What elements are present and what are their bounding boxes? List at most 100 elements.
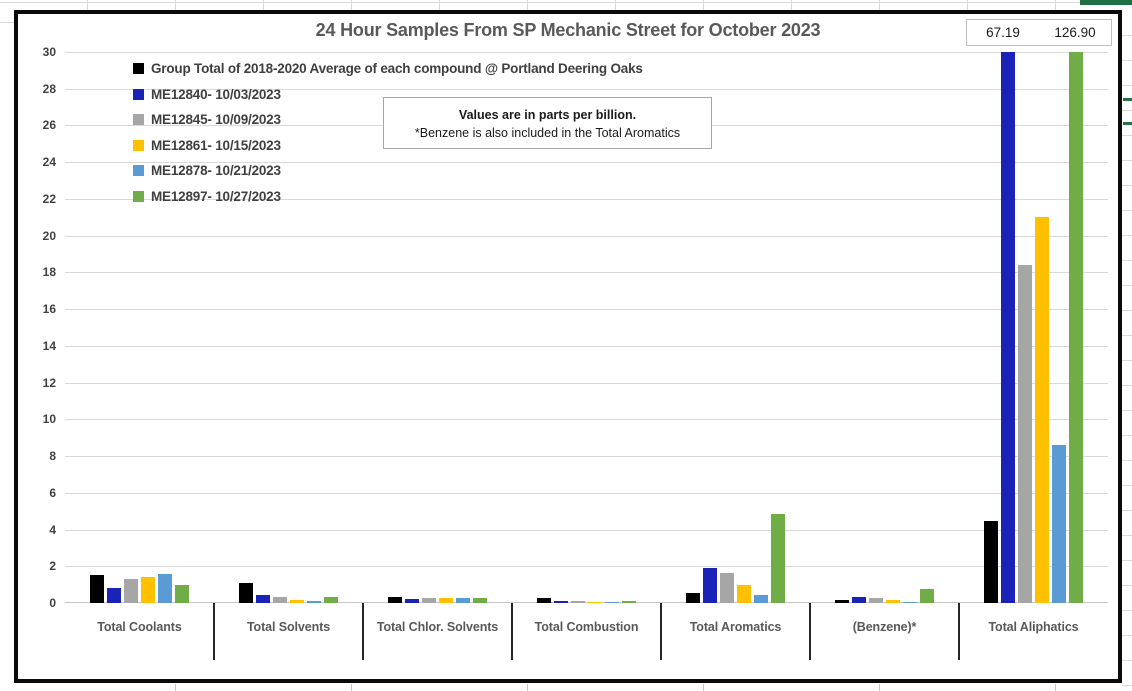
y-tick-label: 26 [42, 118, 56, 132]
legend-label: ME12840- 10/03/2023 [151, 86, 281, 102]
category-group-total-coolants [65, 52, 214, 603]
x-category-label-total-aromatics: Total Aromatics [689, 620, 782, 634]
sheet-gridlines-bottom [0, 684, 1122, 691]
bar-total-aromatics-me12861[interactable] [737, 585, 751, 603]
legend-swatch-icon [133, 88, 144, 100]
sheet-row-gridline-left [0, 22, 14, 23]
legend-item-me12878-10[interactable]: ME12878- 10/21/2023 [133, 158, 643, 184]
bar-benzene-me12897[interactable] [920, 589, 934, 603]
bar-total-solvents-me12897[interactable] [324, 597, 338, 603]
legend-item-me12845-10[interactable]: ME12845- 10/09/2023 [133, 107, 643, 133]
y-tick-label: 10 [42, 412, 56, 426]
bar-total-solvents-me12861[interactable] [290, 600, 304, 603]
sheet-green-mark [1123, 122, 1132, 125]
x-category-label-total-aliphatics: Total Aliphatics [988, 620, 1079, 634]
y-tick-label: 4 [49, 523, 56, 537]
legend-label: ME12861- 10/15/2023 [151, 137, 281, 153]
category-group-total-combustion [512, 52, 661, 603]
bar-total-solvents-me12845[interactable] [273, 597, 287, 603]
bar-total-aromatics-me12840[interactable] [703, 568, 717, 603]
bar-total-solvents-me12840[interactable] [256, 595, 270, 603]
bar-total-coolants-me12878[interactable] [158, 574, 172, 603]
bar-total-combustion-group-t[interactable] [537, 598, 551, 603]
legend: Group Total of 2018-2020 Average of each… [133, 56, 643, 209]
bar-total-chlor-solvents-me12861[interactable] [439, 598, 453, 603]
chart-area[interactable]: 24 Hour Samples From SP Mechanic Street … [14, 10, 1122, 683]
bar-total-combustion-me12897[interactable] [622, 601, 636, 603]
chart-title[interactable]: 24 Hour Samples From SP Mechanic Street … [315, 20, 821, 40]
legend-item-group-total[interactable]: Group Total of 2018-2020 Average of each… [133, 56, 643, 82]
bar-total-aliphatics-me12845[interactable] [1018, 265, 1032, 603]
y-tick-label: 22 [42, 192, 56, 206]
y-tick-label: 14 [42, 339, 56, 353]
bar-benzene-me12840[interactable] [852, 597, 866, 603]
bar-benzene-group-t[interactable] [835, 600, 849, 603]
x-category-label-total-combustion: Total Combustion [534, 620, 639, 634]
bar-total-aliphatics-group-t[interactable] [984, 521, 998, 603]
legend-label: Group Total of 2018-2020 Average of each… [151, 61, 643, 77]
y-tick-label: 2 [49, 559, 56, 573]
legend-label: ME12897- 10/27/2023 [151, 188, 281, 204]
bar-benzene-me12878[interactable] [903, 602, 917, 603]
bar-total-aliphatics-me12878[interactable] [1052, 445, 1066, 603]
legend-item-me12840-10[interactable]: ME12840- 10/03/2023 [133, 82, 643, 108]
bar-total-aliphatics-me12840[interactable] [1001, 52, 1015, 603]
gridline [65, 530, 1108, 531]
bar-total-aromatics-me12845[interactable] [720, 573, 734, 603]
gridline [65, 346, 1108, 347]
gridline [65, 456, 1108, 457]
bar-benzene-me12845[interactable] [869, 598, 883, 603]
category-group-total-solvents [214, 52, 363, 603]
bar-total-combustion-me12845[interactable] [571, 601, 585, 603]
bar-total-solvents-group-t[interactable] [239, 583, 253, 603]
bar-total-coolants-me12840[interactable] [107, 588, 121, 603]
gridline [65, 162, 1108, 163]
gridline [65, 272, 1108, 273]
sheet-gridlines-top [0, 0, 1122, 10]
clipped-values-box[interactable]: 67.19 126.90 [966, 19, 1112, 46]
bar-benzene-me12861[interactable] [886, 600, 900, 603]
bar-total-coolants-me12897[interactable] [175, 585, 189, 603]
y-tick-label: 28 [42, 82, 56, 96]
x-category-label-total-chlor-solvents: Total Chlor. Solvents [376, 620, 499, 634]
legend-swatch-icon [133, 139, 144, 151]
bar-total-coolants-me12861[interactable] [141, 577, 155, 603]
sheet-gridlines-right [1122, 0, 1132, 691]
legend-item-me12861-10[interactable]: ME12861- 10/15/2023 [133, 133, 643, 159]
bar-total-coolants-group-t[interactable] [90, 575, 104, 603]
gridline [65, 89, 1108, 90]
bar-total-chlor-solvents-me12840[interactable] [405, 599, 419, 603]
category-group-total-aromatics [661, 52, 810, 603]
bar-total-aromatics-me12878[interactable] [754, 595, 768, 603]
legend-item-me12897-10[interactable]: ME12897- 10/27/2023 [133, 184, 643, 210]
clipped-value-green-bar: 126.90 [1054, 25, 1096, 40]
bar-total-chlor-solvents-me12878[interactable] [456, 598, 470, 603]
bar-total-combustion-me12840[interactable] [554, 601, 568, 603]
bar-total-chlor-solvents-group-t[interactable] [388, 597, 402, 603]
y-tick-label: 12 [42, 376, 56, 390]
bar-total-combustion-me12861[interactable] [588, 602, 602, 603]
legend-swatch-icon [133, 63, 144, 75]
gridline [65, 383, 1108, 384]
bar-total-aliphatics-me12897[interactable] [1069, 52, 1083, 603]
category-group-total-chlor-solvents [363, 52, 512, 603]
bar-total-aromatics-me12897[interactable] [771, 514, 785, 603]
bars-layer [65, 52, 1108, 603]
category-group-total-aliphatics [959, 52, 1108, 603]
y-tick-label: 6 [49, 486, 56, 500]
bar-total-solvents-me12878[interactable] [307, 601, 321, 603]
x-axis-labels: Total Coolants Total Solvents Total Chlor.… [65, 610, 1108, 644]
note-line-1: Values are in parts per billion. [458, 108, 637, 122]
sheet-green-mark [1123, 98, 1132, 101]
bar-total-aromatics-group-t[interactable] [686, 593, 700, 603]
legend-swatch-icon [133, 165, 144, 177]
note-box[interactable]: Values are in parts per billion. *Benzen… [383, 97, 712, 149]
bar-total-chlor-solvents-me12897[interactable] [473, 598, 487, 603]
bar-total-chlor-solvents-me12845[interactable] [422, 598, 436, 603]
y-tick-label: 16 [42, 302, 56, 316]
bar-total-coolants-me12845[interactable] [124, 579, 138, 603]
bar-total-combustion-me12878[interactable] [605, 602, 619, 603]
sheet-green-cell [1080, 0, 1132, 5]
bar-total-aliphatics-me12861[interactable] [1035, 217, 1049, 603]
legend-swatch-icon [133, 114, 144, 126]
